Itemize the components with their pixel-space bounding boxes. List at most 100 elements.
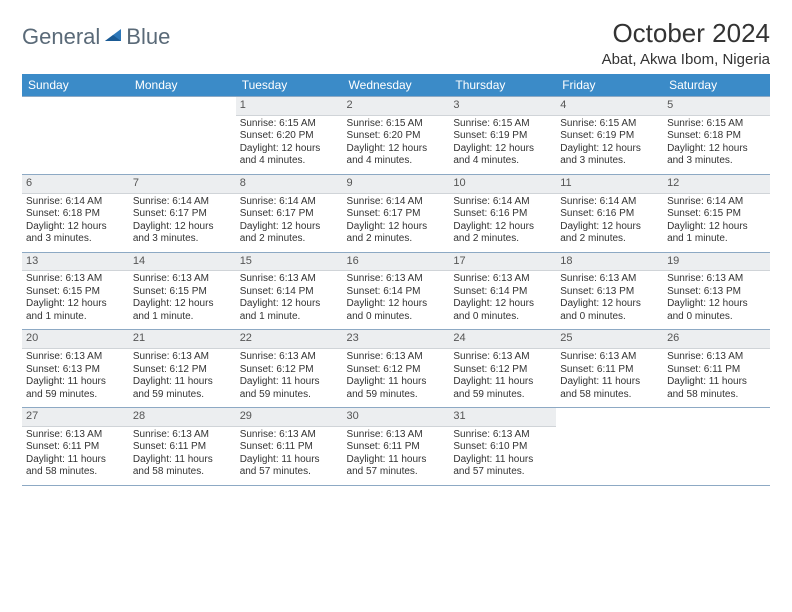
- daylight-text: Daylight: 12 hours and 2 minutes.: [453, 221, 552, 246]
- sunset-text: Sunset: 6:14 PM: [347, 286, 446, 299]
- sunset-text: Sunset: 6:11 PM: [667, 364, 766, 377]
- daylight-text: Daylight: 12 hours and 4 minutes.: [347, 143, 446, 168]
- sunrise-text: Sunrise: 6:15 AM: [560, 118, 659, 131]
- day-number: 25: [556, 330, 663, 349]
- calendar-cell: 21Sunrise: 6:13 AMSunset: 6:12 PMDayligh…: [129, 330, 236, 408]
- sunrise-text: Sunrise: 6:13 AM: [240, 351, 339, 364]
- calendar-cell-empty: [663, 408, 770, 486]
- day-body: Sunrise: 6:13 AMSunset: 6:12 PMDaylight:…: [449, 349, 556, 407]
- sunset-text: Sunset: 6:17 PM: [240, 208, 339, 221]
- daylight-text: Daylight: 12 hours and 3 minutes.: [560, 143, 659, 168]
- daylight-text: Daylight: 12 hours and 1 minute.: [667, 221, 766, 246]
- day-body: Sunrise: 6:13 AMSunset: 6:13 PMDaylight:…: [22, 349, 129, 407]
- calendar-cell: 14Sunrise: 6:13 AMSunset: 6:15 PMDayligh…: [129, 252, 236, 330]
- location: Abat, Akwa Ibom, Nigeria: [602, 51, 770, 68]
- calendar-cell: 29Sunrise: 6:13 AMSunset: 6:11 PMDayligh…: [236, 408, 343, 486]
- sunset-text: Sunset: 6:13 PM: [26, 364, 125, 377]
- calendar-cell: 10Sunrise: 6:14 AMSunset: 6:16 PMDayligh…: [449, 174, 556, 252]
- sunrise-text: Sunrise: 6:13 AM: [453, 429, 552, 442]
- sunrise-text: Sunrise: 6:14 AM: [26, 196, 125, 209]
- day-body: Sunrise: 6:13 AMSunset: 6:15 PMDaylight:…: [22, 271, 129, 329]
- day-number: 6: [22, 175, 129, 194]
- calendar-row: 20Sunrise: 6:13 AMSunset: 6:13 PMDayligh…: [22, 330, 770, 408]
- day-body: Sunrise: 6:13 AMSunset: 6:12 PMDaylight:…: [236, 349, 343, 407]
- day-number: 13: [22, 253, 129, 272]
- sunset-text: Sunset: 6:19 PM: [560, 130, 659, 143]
- day-number: 2: [343, 97, 450, 116]
- day-body: Sunrise: 6:15 AMSunset: 6:20 PMDaylight:…: [343, 116, 450, 174]
- day-number: 15: [236, 253, 343, 272]
- calendar-cell: 28Sunrise: 6:13 AMSunset: 6:11 PMDayligh…: [129, 408, 236, 486]
- weekday-header: Thursday: [449, 74, 556, 97]
- day-number: 16: [343, 253, 450, 272]
- calendar-cell: 30Sunrise: 6:13 AMSunset: 6:11 PMDayligh…: [343, 408, 450, 486]
- daylight-text: Daylight: 11 hours and 59 minutes.: [453, 376, 552, 401]
- sunrise-text: Sunrise: 6:13 AM: [347, 273, 446, 286]
- calendar-cell: 26Sunrise: 6:13 AMSunset: 6:11 PMDayligh…: [663, 330, 770, 408]
- sunrise-text: Sunrise: 6:13 AM: [667, 351, 766, 364]
- weekday-header: Monday: [129, 74, 236, 97]
- sunset-text: Sunset: 6:12 PM: [240, 364, 339, 377]
- calendar-cell-empty: [22, 97, 129, 175]
- sunset-text: Sunset: 6:17 PM: [347, 208, 446, 221]
- day-number: 14: [129, 253, 236, 272]
- sunrise-text: Sunrise: 6:14 AM: [453, 196, 552, 209]
- day-number: 4: [556, 97, 663, 116]
- calendar-cell: 15Sunrise: 6:13 AMSunset: 6:14 PMDayligh…: [236, 252, 343, 330]
- calendar-cell: 8Sunrise: 6:14 AMSunset: 6:17 PMDaylight…: [236, 174, 343, 252]
- sunrise-text: Sunrise: 6:14 AM: [347, 196, 446, 209]
- sunrise-text: Sunrise: 6:13 AM: [133, 429, 232, 442]
- sunset-text: Sunset: 6:20 PM: [240, 130, 339, 143]
- day-number: 19: [663, 253, 770, 272]
- sunrise-text: Sunrise: 6:14 AM: [667, 196, 766, 209]
- sunset-text: Sunset: 6:13 PM: [667, 286, 766, 299]
- calendar-cell-empty: [129, 97, 236, 175]
- daylight-text: Daylight: 12 hours and 2 minutes.: [560, 221, 659, 246]
- title-block: October 2024 Abat, Akwa Ibom, Nigeria: [602, 18, 770, 68]
- logo-word-1: General: [22, 24, 100, 50]
- calendar-row: 1Sunrise: 6:15 AMSunset: 6:20 PMDaylight…: [22, 97, 770, 175]
- sunset-text: Sunset: 6:15 PM: [26, 286, 125, 299]
- day-number: 7: [129, 175, 236, 194]
- calendar-cell: 31Sunrise: 6:13 AMSunset: 6:10 PMDayligh…: [449, 408, 556, 486]
- daylight-text: Daylight: 11 hours and 57 minutes.: [453, 454, 552, 479]
- sunrise-text: Sunrise: 6:15 AM: [453, 118, 552, 131]
- day-body: Sunrise: 6:13 AMSunset: 6:11 PMDaylight:…: [556, 349, 663, 407]
- sunrise-text: Sunrise: 6:13 AM: [453, 273, 552, 286]
- calendar-cell: 22Sunrise: 6:13 AMSunset: 6:12 PMDayligh…: [236, 330, 343, 408]
- daylight-text: Daylight: 12 hours and 0 minutes.: [453, 298, 552, 323]
- day-number: 3: [449, 97, 556, 116]
- daylight-text: Daylight: 11 hours and 58 minutes.: [26, 454, 125, 479]
- daylight-text: Daylight: 11 hours and 59 minutes.: [347, 376, 446, 401]
- day-body: Sunrise: 6:13 AMSunset: 6:11 PMDaylight:…: [129, 427, 236, 485]
- day-body: Sunrise: 6:15 AMSunset: 6:18 PMDaylight:…: [663, 116, 770, 174]
- day-body: Sunrise: 6:13 AMSunset: 6:11 PMDaylight:…: [343, 427, 450, 485]
- day-number: 26: [663, 330, 770, 349]
- day-number: 5: [663, 97, 770, 116]
- weekday-header: Saturday: [663, 74, 770, 97]
- sunset-text: Sunset: 6:19 PM: [453, 130, 552, 143]
- day-number: 31: [449, 408, 556, 427]
- logo-sail-icon: [103, 27, 123, 48]
- daylight-text: Daylight: 12 hours and 2 minutes.: [347, 221, 446, 246]
- sunrise-text: Sunrise: 6:13 AM: [560, 273, 659, 286]
- sunrise-text: Sunrise: 6:13 AM: [26, 273, 125, 286]
- daylight-text: Daylight: 11 hours and 59 minutes.: [26, 376, 125, 401]
- daylight-text: Daylight: 12 hours and 4 minutes.: [240, 143, 339, 168]
- day-number: 20: [22, 330, 129, 349]
- calendar-cell: 3 Sunrise: 6:15 AMSunset: 6:19 PMDaylight…: [449, 97, 556, 175]
- day-body: Sunrise: 6:13 AMSunset: 6:12 PMDaylight:…: [129, 349, 236, 407]
- daylight-text: Daylight: 12 hours and 4 minutes.: [453, 143, 552, 168]
- daylight-text: Daylight: 12 hours and 0 minutes.: [560, 298, 659, 323]
- day-body: Sunrise: 6:14 AMSunset: 6:18 PMDaylight:…: [22, 194, 129, 252]
- daylight-text: Daylight: 11 hours and 59 minutes.: [240, 376, 339, 401]
- day-number: 30: [343, 408, 450, 427]
- weekday-header-row: SundayMondayTuesdayWednesdayThursdayFrid…: [22, 74, 770, 97]
- calendar-cell: 19Sunrise: 6:13 AMSunset: 6:13 PMDayligh…: [663, 252, 770, 330]
- daylight-text: Daylight: 12 hours and 1 minute.: [133, 298, 232, 323]
- day-body: Sunrise: 6:13 AMSunset: 6:14 PMDaylight:…: [449, 271, 556, 329]
- day-number: 1: [236, 97, 343, 116]
- day-number: 17: [449, 253, 556, 272]
- calendar-cell: 4 Sunrise: 6:15 AMSunset: 6:19 PMDaylight…: [556, 97, 663, 175]
- calendar-cell: 27Sunrise: 6:13 AMSunset: 6:11 PMDayligh…: [22, 408, 129, 486]
